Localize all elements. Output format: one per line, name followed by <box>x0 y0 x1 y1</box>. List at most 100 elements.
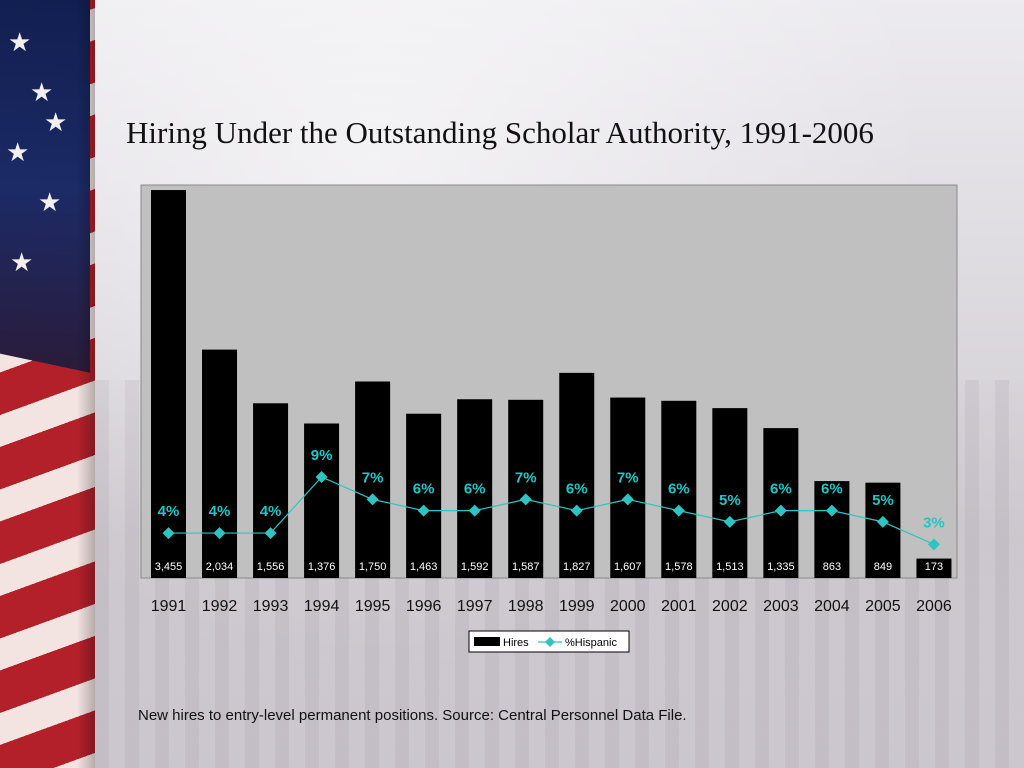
hispanic-label-1998: 7% <box>515 469 537 486</box>
bar-1998 <box>508 399 544 578</box>
bar-1992 <box>202 349 238 578</box>
x-tick-2003: 2003 <box>763 598 799 615</box>
bar-value-label-2006: 173 <box>925 561 943 573</box>
bar-2001 <box>661 400 697 578</box>
bar-2003 <box>763 428 799 578</box>
bar-1993 <box>253 403 289 578</box>
bar-2002 <box>712 408 748 578</box>
hispanic-marker-2003 <box>774 504 787 517</box>
hispanic-marker-2001 <box>672 504 685 517</box>
x-tick-2005: 2005 <box>865 598 901 615</box>
hispanic-label-1994: 9% <box>311 447 333 464</box>
bar-value-label-2001: 1,578 <box>665 561 693 573</box>
hispanic-marker-1994 <box>315 470 328 483</box>
star-icon: ★ <box>10 248 34 278</box>
hispanic-marker-1995 <box>366 493 379 506</box>
footnote: New hires to entry-level permanent posit… <box>138 707 687 724</box>
bars-group <box>151 190 952 578</box>
hispanic-label-1999: 6% <box>566 481 588 498</box>
star-icon: ★ <box>38 188 62 218</box>
legend: Hires %Hispanic <box>468 630 630 653</box>
hispanic-label-2002: 5% <box>719 492 741 509</box>
hispanic-label-1995: 7% <box>362 469 384 486</box>
bar-value-label-1993: 1,556 <box>257 561 285 573</box>
x-tick-1991: 1991 <box>151 598 187 615</box>
bar-value-label-2004: 863 <box>823 561 841 573</box>
star-icon: ★ <box>30 78 54 108</box>
hispanic-marker-2006 <box>927 538 940 551</box>
hispanic-label-1997: 6% <box>464 481 486 498</box>
value-labels-group: 3,455 2,034 1,556 1,376 1,750 1,463 1,592 1,587… <box>155 561 943 573</box>
bar-1994 <box>304 423 340 578</box>
flag-decoration: ★ ★ ★ ★ ★ ★ <box>0 0 95 768</box>
hispanic-label-1996: 6% <box>413 481 435 498</box>
x-tick-labels-group: 1991 1992 1993 1994 1995 1996 1997 1998 1999 2000… <box>151 598 952 615</box>
legend-hispanic-label: %Hispanic <box>565 637 617 649</box>
slide-title: Hiring Under the Outstanding Scholar Aut… <box>126 115 874 150</box>
hispanic-markers-group <box>162 470 940 551</box>
hispanic-marker-2005 <box>876 515 889 528</box>
bar-value-label-1999: 1,827 <box>563 561 591 573</box>
hispanic-marker-1998 <box>519 493 532 506</box>
bar-2000 <box>610 397 646 578</box>
bar-value-label-1991: 3,455 <box>155 561 183 573</box>
hispanic-marker-1993 <box>264 527 277 540</box>
bar-value-label-1998: 1,587 <box>512 561 540 573</box>
legend-hires-swatch <box>474 637 500 646</box>
x-tick-1993: 1993 <box>253 598 289 615</box>
hispanic-line <box>168 476 935 545</box>
x-tick-2002: 2002 <box>712 598 748 615</box>
bar-1997 <box>457 399 493 578</box>
x-tick-1995: 1995 <box>355 598 391 615</box>
flag-shade <box>77 0 95 768</box>
star-icon: ★ <box>44 108 68 138</box>
hispanic-marker-1996 <box>417 504 430 517</box>
hispanic-marker-2002 <box>723 515 736 528</box>
hispanic-label-1992: 4% <box>209 503 231 520</box>
bar-1995 <box>355 381 391 578</box>
bar-2006 <box>916 558 952 578</box>
star-icon: ★ <box>6 138 30 168</box>
hispanic-marker-1999 <box>570 504 583 517</box>
bar-value-label-1995: 1,750 <box>359 561 387 573</box>
bar-1996 <box>406 413 442 578</box>
bar-value-label-2000: 1,607 <box>614 561 642 573</box>
hispanic-label-2004: 6% <box>821 481 843 498</box>
x-tick-1992: 1992 <box>202 598 238 615</box>
x-tick-2001: 2001 <box>661 598 697 615</box>
x-tick-1997: 1997 <box>457 598 493 615</box>
hispanic-label-2001: 6% <box>668 481 690 498</box>
legend-hispanic-swatch-marker <box>545 637 555 647</box>
hispanic-marker-1992 <box>213 527 226 540</box>
hispanic-marker-1997 <box>468 504 481 517</box>
bar-1999 <box>559 372 595 578</box>
hispanic-labels-group: 4% 4% 4% 9% 7% 6% 6% 7% 6% 7% 6% 5% 6% 6% 5% 3% <box>158 447 945 531</box>
x-tick-1998: 1998 <box>508 598 544 615</box>
hispanic-label-2000: 7% <box>617 469 639 486</box>
hispanic-label-2006: 3% <box>923 514 945 531</box>
bar-1991 <box>151 190 186 578</box>
bar-value-label-1992: 2,034 <box>206 561 234 573</box>
hispanic-marker-1991 <box>162 527 175 540</box>
bar-2005 <box>865 482 901 578</box>
hispanic-label-1991: 4% <box>158 503 180 520</box>
bar-value-label-2003: 1,335 <box>767 561 795 573</box>
bar-2004 <box>814 481 850 578</box>
bar-value-label-2005: 849 <box>874 561 892 573</box>
hispanic-label-2005: 5% <box>872 492 894 509</box>
bar-value-label-1994: 1,376 <box>308 561 336 573</box>
bar-value-label-1997: 1,592 <box>461 561 489 573</box>
bar-value-label-1996: 1,463 <box>410 561 438 573</box>
hispanic-marker-2000 <box>621 493 634 506</box>
legend-hires-label: Hires <box>503 637 529 649</box>
x-tick-2004: 2004 <box>814 598 850 615</box>
star-icon: ★ <box>8 28 32 58</box>
x-tick-2006: 2006 <box>916 598 952 615</box>
hispanic-marker-2004 <box>825 504 838 517</box>
x-tick-1996: 1996 <box>406 598 442 615</box>
hispanic-label-1993: 4% <box>260 503 282 520</box>
x-tick-1999: 1999 <box>559 598 595 615</box>
x-tick-2000: 2000 <box>610 598 646 615</box>
x-tick-1994: 1994 <box>304 598 340 615</box>
